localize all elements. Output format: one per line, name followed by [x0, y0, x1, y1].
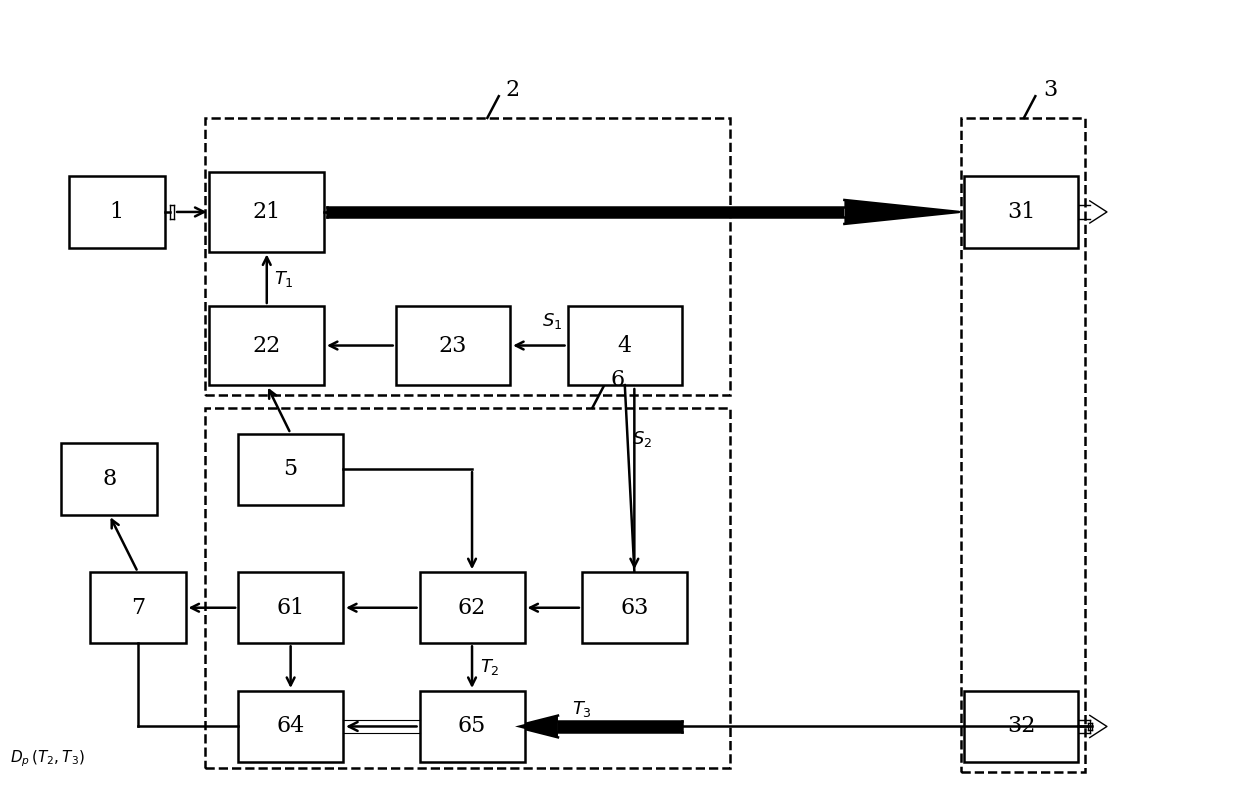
Text: 63: 63: [620, 596, 649, 619]
Bar: [419, 690, 525, 762]
Text: 32: 32: [1007, 716, 1035, 738]
Text: 7: 7: [130, 596, 145, 619]
Text: $T_1$: $T_1$: [274, 269, 294, 288]
Text: 4: 4: [618, 334, 632, 356]
Text: $D_p\,(T_2,T_3)$: $D_p\,(T_2,T_3)$: [10, 748, 86, 769]
Bar: [396, 306, 510, 385]
Bar: [238, 690, 343, 762]
Bar: [62, 443, 157, 515]
Bar: [69, 176, 165, 247]
Text: 22: 22: [253, 334, 281, 356]
Text: 23: 23: [439, 334, 467, 356]
Text: 65: 65: [458, 716, 486, 738]
Bar: [210, 172, 324, 251]
Bar: [568, 306, 682, 385]
Text: $T_3$: $T_3$: [573, 698, 593, 719]
Bar: [582, 572, 687, 643]
Text: 2: 2: [506, 79, 520, 101]
Bar: [205, 118, 730, 395]
Bar: [205, 408, 730, 768]
Text: 64: 64: [277, 716, 305, 738]
Text: $T_2$: $T_2$: [480, 657, 500, 677]
Text: $S_2$: $S_2$: [632, 429, 652, 449]
Polygon shape: [515, 716, 558, 737]
Bar: [210, 306, 324, 385]
Text: 21: 21: [253, 201, 281, 223]
Bar: [961, 118, 1085, 772]
Text: 31: 31: [1007, 201, 1035, 223]
Polygon shape: [844, 200, 959, 224]
Bar: [963, 176, 1079, 247]
Bar: [238, 434, 343, 505]
Text: 5: 5: [284, 458, 298, 480]
Text: 62: 62: [458, 596, 486, 619]
Text: 3: 3: [1043, 79, 1058, 101]
Text: 6: 6: [610, 369, 625, 391]
Text: $S_1$: $S_1$: [542, 310, 563, 331]
Text: 61: 61: [277, 596, 305, 619]
Polygon shape: [327, 206, 844, 217]
Bar: [963, 690, 1079, 762]
Bar: [238, 572, 343, 643]
Bar: [91, 572, 186, 643]
Text: 8: 8: [102, 468, 117, 490]
Polygon shape: [558, 721, 682, 732]
Text: 1: 1: [110, 201, 124, 223]
Bar: [419, 572, 525, 643]
